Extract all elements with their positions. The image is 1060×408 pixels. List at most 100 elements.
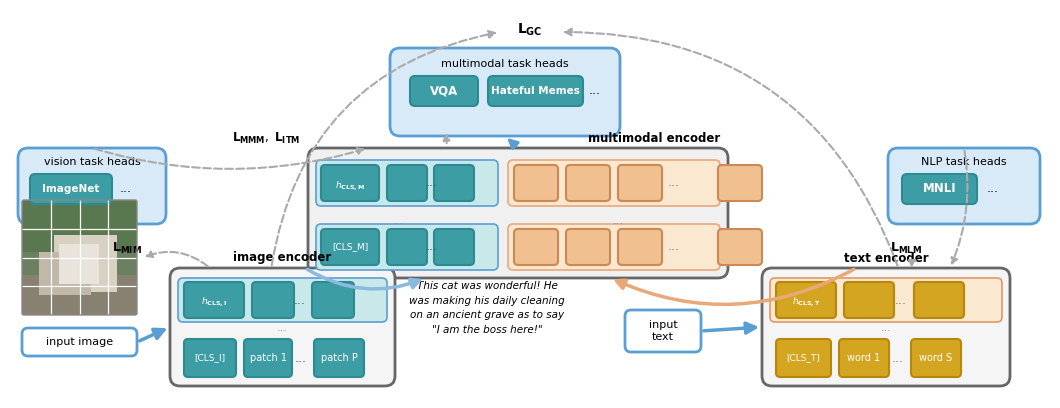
Text: ...: ... xyxy=(589,84,601,98)
Text: ...: ... xyxy=(893,352,904,364)
Text: text encoder: text encoder xyxy=(844,251,929,264)
FancyArrowPatch shape xyxy=(565,29,898,265)
FancyArrowPatch shape xyxy=(952,151,968,263)
Text: ImageNet: ImageNet xyxy=(42,184,100,194)
FancyArrowPatch shape xyxy=(271,31,495,265)
Bar xyxy=(58,244,99,284)
Text: ...: ... xyxy=(426,177,438,189)
FancyBboxPatch shape xyxy=(30,174,112,204)
FancyArrowPatch shape xyxy=(94,149,364,169)
FancyBboxPatch shape xyxy=(776,339,831,377)
Text: ...: ... xyxy=(392,216,404,226)
Text: multimodal encoder: multimodal encoder xyxy=(587,131,720,144)
FancyBboxPatch shape xyxy=(718,229,762,265)
FancyArrowPatch shape xyxy=(444,135,449,143)
FancyBboxPatch shape xyxy=(244,339,292,377)
Bar xyxy=(22,200,137,252)
FancyBboxPatch shape xyxy=(840,339,889,377)
Text: This cat was wonderful! He
was making his daily cleaning
on an ancient grave as : This cat was wonderful! He was making hi… xyxy=(409,282,565,335)
FancyBboxPatch shape xyxy=(508,160,720,206)
Text: input image: input image xyxy=(46,337,113,347)
FancyBboxPatch shape xyxy=(252,282,294,318)
FancyBboxPatch shape xyxy=(321,165,379,201)
Text: patch P: patch P xyxy=(320,353,357,363)
Text: ...: ... xyxy=(295,352,307,364)
Text: ...: ... xyxy=(668,177,681,189)
Text: ...: ... xyxy=(668,240,681,253)
Text: ...: ... xyxy=(613,216,623,226)
Text: ...: ... xyxy=(120,182,132,195)
FancyBboxPatch shape xyxy=(184,282,244,318)
FancyBboxPatch shape xyxy=(308,148,728,278)
FancyBboxPatch shape xyxy=(911,339,961,377)
Text: $\mathbf{L}_{\mathbf{MLM}}$: $\mathbf{L}_{\mathbf{MLM}}$ xyxy=(890,240,922,255)
Text: $\mathbf{L}_{\mathbf{MMM}},\ \mathbf{L}_{\mathbf{ITM}}$: $\mathbf{L}_{\mathbf{MMM}},\ \mathbf{L}_… xyxy=(232,131,300,146)
FancyBboxPatch shape xyxy=(387,229,427,265)
FancyArrowPatch shape xyxy=(146,252,208,266)
FancyBboxPatch shape xyxy=(434,165,474,201)
Text: vision task heads: vision task heads xyxy=(43,157,140,167)
FancyBboxPatch shape xyxy=(514,165,558,201)
FancyBboxPatch shape xyxy=(22,328,137,356)
FancyBboxPatch shape xyxy=(184,339,236,377)
Text: [CLS_M]: [CLS_M] xyxy=(332,242,368,251)
Text: $\mathbf{L}_{\mathbf{GC}}$: $\mathbf{L}_{\mathbf{GC}}$ xyxy=(517,22,543,38)
FancyBboxPatch shape xyxy=(18,148,166,224)
FancyBboxPatch shape xyxy=(618,229,662,265)
FancyBboxPatch shape xyxy=(312,282,354,318)
FancyBboxPatch shape xyxy=(170,268,395,386)
Bar xyxy=(22,275,137,315)
FancyBboxPatch shape xyxy=(434,229,474,265)
FancyBboxPatch shape xyxy=(770,278,1002,322)
FancyArrowPatch shape xyxy=(909,260,916,265)
FancyBboxPatch shape xyxy=(514,229,558,265)
Text: [CLS_I]: [CLS_I] xyxy=(194,353,226,362)
FancyBboxPatch shape xyxy=(844,282,894,318)
FancyBboxPatch shape xyxy=(387,165,427,201)
FancyBboxPatch shape xyxy=(410,76,478,106)
FancyArrowPatch shape xyxy=(617,269,853,304)
Text: multimodal task heads: multimodal task heads xyxy=(441,59,569,69)
Text: word 1: word 1 xyxy=(847,353,881,363)
Text: patch 1: patch 1 xyxy=(249,353,286,363)
FancyBboxPatch shape xyxy=(566,165,610,201)
Text: ...: ... xyxy=(294,293,306,306)
Text: ...: ... xyxy=(881,323,891,333)
FancyBboxPatch shape xyxy=(762,268,1010,386)
FancyBboxPatch shape xyxy=(314,339,364,377)
Text: input
text: input text xyxy=(649,320,677,342)
FancyBboxPatch shape xyxy=(718,165,762,201)
FancyBboxPatch shape xyxy=(390,48,620,136)
FancyBboxPatch shape xyxy=(178,278,387,322)
Text: ...: ... xyxy=(895,293,907,306)
Text: MNLI: MNLI xyxy=(922,182,956,195)
FancyBboxPatch shape xyxy=(566,229,610,265)
FancyBboxPatch shape xyxy=(625,310,701,352)
Text: ...: ... xyxy=(277,323,288,333)
Bar xyxy=(39,252,91,295)
FancyArrowPatch shape xyxy=(307,269,420,289)
Text: $h_{\mathbf{CLS,I}}$: $h_{\mathbf{CLS,I}}$ xyxy=(200,295,227,309)
FancyBboxPatch shape xyxy=(914,282,964,318)
Text: $h_{\mathbf{CLS,T}}$: $h_{\mathbf{CLS,T}}$ xyxy=(792,295,820,309)
Text: Hateful Memes: Hateful Memes xyxy=(491,86,580,96)
FancyBboxPatch shape xyxy=(316,160,498,206)
Text: $h_{\mathbf{CLS,M}}$: $h_{\mathbf{CLS,M}}$ xyxy=(335,179,365,193)
Bar xyxy=(54,235,118,292)
FancyBboxPatch shape xyxy=(488,76,583,106)
Text: $\mathbf{L}_{\mathbf{MIM}}$: $\mathbf{L}_{\mathbf{MIM}}$ xyxy=(112,240,142,255)
Bar xyxy=(22,200,137,315)
Text: image encoder: image encoder xyxy=(233,251,332,264)
Text: ...: ... xyxy=(987,182,999,195)
Text: ...: ... xyxy=(426,240,438,253)
FancyBboxPatch shape xyxy=(316,224,498,270)
Text: VQA: VQA xyxy=(430,84,458,98)
FancyBboxPatch shape xyxy=(618,165,662,201)
Text: NLP task heads: NLP task heads xyxy=(921,157,1007,167)
FancyBboxPatch shape xyxy=(508,224,720,270)
Text: [CLS_T]: [CLS_T] xyxy=(787,353,820,362)
FancyBboxPatch shape xyxy=(321,229,379,265)
FancyBboxPatch shape xyxy=(888,148,1040,224)
Text: word S: word S xyxy=(919,353,953,363)
FancyBboxPatch shape xyxy=(902,174,977,204)
